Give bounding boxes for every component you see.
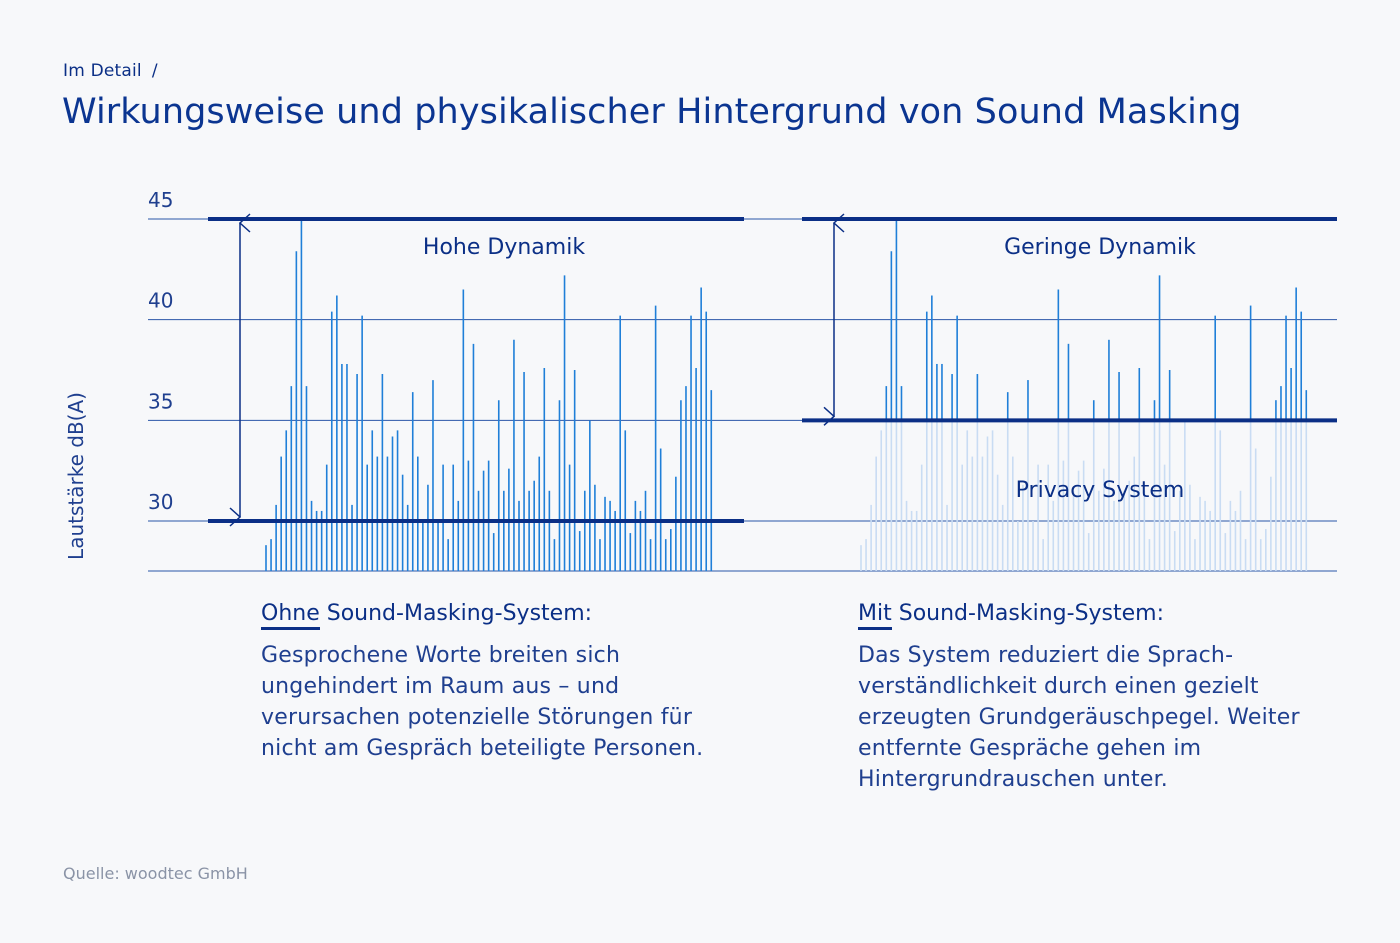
page-title: Wirkungsweise und physikalischer Hinterg… bbox=[62, 92, 1242, 132]
heading-rest: Sound-Masking-System: bbox=[319, 601, 593, 626]
y-tick-label-35: 35 bbox=[148, 389, 173, 413]
description-text: Das System reduziert die Sprach-verständ… bbox=[858, 643, 1300, 792]
privacy-system-label: Privacy System bbox=[1016, 478, 1185, 503]
description-without-masking: Ohne Sound-Masking-System: Gesprochene W… bbox=[261, 601, 731, 764]
description-heading: Ohne Sound-Masking-System: bbox=[261, 601, 731, 630]
heading-rest: Sound-Masking-System: bbox=[891, 601, 1165, 626]
bars-without-masking bbox=[265, 219, 713, 571]
y-tick-labels: 30 35 40 45 bbox=[148, 188, 173, 514]
description-with-masking: Mit Sound-Masking-System: Das System red… bbox=[858, 601, 1328, 795]
y-tick-label-40: 40 bbox=[148, 289, 173, 313]
y-axis-label: Lautstärke dB(A) bbox=[64, 392, 88, 560]
dynamic-range-lines bbox=[208, 217, 1337, 523]
region-label-low-dynamic: Geringe Dynamik bbox=[1004, 235, 1196, 260]
breadcrumb-label: Im Detail bbox=[63, 61, 142, 81]
y-tick-label-30: 30 bbox=[148, 490, 173, 514]
heading-emphasis: Mit bbox=[858, 601, 892, 630]
bars-with-masking bbox=[860, 219, 1308, 571]
y-tick-label-45: 45 bbox=[148, 188, 173, 212]
description-heading: Mit Sound-Masking-System: bbox=[858, 601, 1328, 630]
region-label-high-dynamic: Hohe Dynamik bbox=[423, 235, 585, 260]
source-note: Quelle: woodtec GmbH bbox=[63, 864, 248, 883]
description-text: Gesprochene Worte breiten sich ungehinde… bbox=[261, 643, 704, 761]
sound-masking-chart: 30 35 40 45 Lautstärke dB(A) Hohe Dynamik G… bbox=[64, 188, 1337, 572]
breadcrumb-separator: / bbox=[151, 61, 158, 81]
heading-emphasis: Ohne bbox=[261, 601, 320, 630]
dynamic-range-arrows bbox=[240, 223, 834, 517]
breadcrumb: Im Detail / bbox=[63, 61, 158, 81]
